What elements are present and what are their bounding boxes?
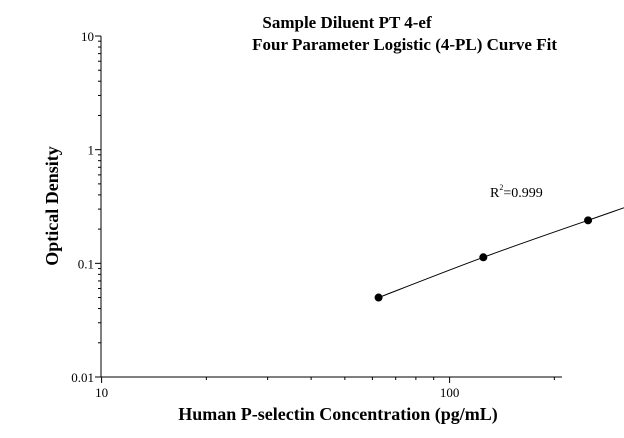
x-tick-label: 100 [440, 385, 460, 400]
axes [95, 35, 562, 383]
y-tick-label: 10 [81, 29, 94, 44]
y-tick-label: 0.1 [78, 256, 94, 271]
y-tick-label: 0.01 [71, 370, 94, 385]
plot-area [374, 207, 624, 302]
data-point [479, 253, 488, 262]
data-point [584, 216, 593, 225]
x-tick-label: 10 [95, 385, 108, 400]
fit-curve [378, 207, 624, 299]
r-squared-annotation: R2=0.999 [490, 183, 543, 201]
y-tick-label: 1 [88, 143, 95, 158]
data-point [374, 293, 383, 302]
y-axis-label: Optical Density [42, 146, 62, 266]
x-axis-label: Human P-selectin Concentration (pg/mL) [178, 404, 497, 425]
chart-title-line2: Four Parameter Logistic (4-PL) Curve Fit [252, 35, 557, 54]
chart-title-line1: Sample Diluent PT 4-ef [262, 13, 432, 32]
